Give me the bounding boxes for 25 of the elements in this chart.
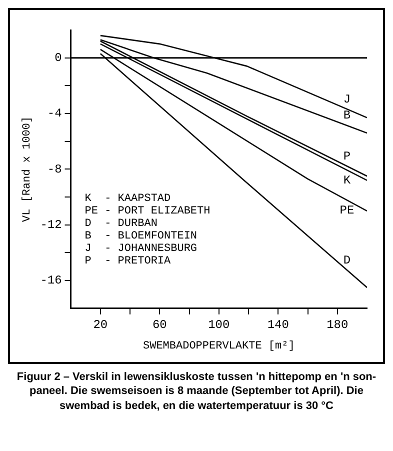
y-tick-label: 0 (54, 51, 62, 66)
text: Figuur 2 – Verskil in lewensikluskoste tussen 'n hittepomp en 'n son-paneel. Die swemseisoen is 8 maande (September tot April). Die swembad is bedek, en die watertemperatuur is 30 °C (16, 370, 378, 413)
x-tick-label: 140 (267, 318, 289, 332)
annotation: P - PRETORIA (84, 255, 172, 268)
y-axis-title: VL [Rand x 1000] (22, 116, 34, 222)
x-tick-label: 20 (93, 318, 108, 332)
annotation: B - BLOEMFONTEIN (84, 230, 198, 242)
series-label: J (343, 92, 351, 106)
x-tick-label: 180 (326, 318, 348, 332)
series-label: PE (340, 203, 354, 218)
annotation: J - JOHANNESBURG (84, 242, 198, 255)
series-label: P (343, 149, 351, 164)
y-tick-label: -4 (47, 106, 62, 121)
x-tick-label: 100 (208, 318, 230, 332)
x-axis-title: SWEMBADOPPERVLAKTE [m²] (142, 340, 295, 352)
series-label: K (343, 173, 352, 188)
series-label: D (343, 253, 351, 268)
annotation: D - DURBAN (84, 218, 158, 230)
series-label: B (343, 108, 351, 123)
annotation: PE - PORT ELIZABETH (84, 205, 210, 218)
y-tick-label: -16 (40, 274, 62, 288)
x-tick-label: 60 (152, 318, 167, 332)
annotation: K - KAAPSTAD (84, 192, 172, 205)
y-tick-label: -8 (47, 162, 62, 176)
y-tick-label: -12 (40, 218, 62, 232)
